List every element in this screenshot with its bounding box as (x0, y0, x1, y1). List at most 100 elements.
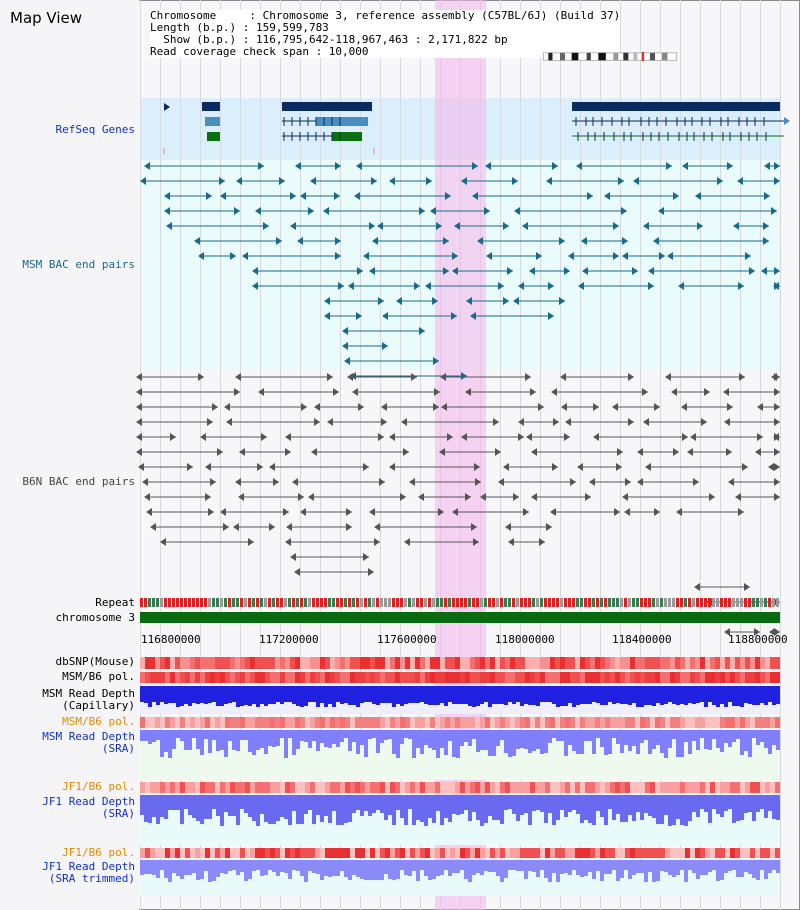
heatmap-cell (410, 717, 415, 728)
b6n-bac-pair-end (292, 478, 298, 486)
jf1-trimmed-depth-bar (520, 860, 524, 871)
msm-capillary-depth-bar (664, 686, 668, 704)
track-label-msm-depth-cap[interactable]: MSM Read Depth (42, 687, 135, 700)
track-label-refseq[interactable]: RefSeq Genes (55, 123, 135, 136)
heatmap-cell (535, 782, 540, 793)
jf1-trimmed-depth-bar (152, 860, 156, 875)
track-label-jf1-b6-pol-2[interactable]: JF1/B6 pol. (62, 846, 135, 859)
repeat-segment (492, 598, 495, 607)
heatmap-cell (700, 848, 705, 858)
repeat-segment (448, 598, 451, 607)
b6n-bac-pair-end (418, 493, 424, 501)
track-label-msm-b6-pol-2[interactable]: MSM/B6 pol. (62, 715, 135, 728)
msm-capillary-depth-bar (576, 686, 580, 705)
grid-line (720, 0, 721, 910)
heatmap-cell (350, 657, 355, 669)
b6n-bac-pair-end (551, 388, 557, 396)
msm-sra-depth-bar (728, 730, 732, 747)
jf1-trimmed-depth-bar (260, 860, 264, 876)
repeat-segment (152, 598, 155, 607)
b6n-bac-pair-end (285, 433, 291, 441)
heatmap-cell (345, 848, 350, 858)
repeat-segment (376, 598, 379, 607)
b6n-bac-pair-end (238, 493, 244, 501)
track-label-msm-b6-pol[interactable]: MSM/B6 pol. (62, 670, 135, 683)
heatmap-cell (680, 672, 685, 683)
track-label-dbsnp[interactable]: dbSNP(Mouse) (55, 655, 135, 668)
msm-bac-pair-end (436, 222, 442, 230)
jf1-sra-depth-bar (608, 795, 612, 809)
heatmap-cell (185, 782, 190, 793)
msm-bac-pair-end (472, 162, 478, 170)
heatmap-cell (485, 672, 490, 683)
heatmap-cell (255, 717, 260, 728)
track-label-b6n-bac[interactable]: B6N BAC end pairs (22, 475, 135, 488)
heatmap-cell (585, 717, 590, 728)
track-label-jf1-depth-trim[interactable]: JF1 Read Depth (42, 860, 135, 873)
heatmap-cell (620, 717, 625, 728)
heatmap-cell (715, 782, 720, 793)
jf1-trimmed-depth-bar (444, 860, 448, 870)
msm-sra-depth-bar (148, 730, 152, 744)
heatmap-cell (560, 672, 565, 683)
jf1-sra-depth-bar (300, 795, 304, 824)
heatmap-cell (220, 848, 225, 858)
track-label-jf1-b6-pol[interactable]: JF1/B6 pol. (62, 780, 135, 793)
jf1-sra-depth-bar (448, 795, 452, 822)
b6n-bac-pair-end (676, 508, 682, 516)
heatmap-cell (400, 848, 405, 858)
heatmap-cell (190, 672, 195, 683)
heatmap-cell (205, 717, 210, 728)
heatmap-cell (480, 848, 485, 858)
msm-sra-depth-bar (456, 730, 460, 758)
repeat-segment (516, 598, 519, 607)
msm-bac-pair-end (559, 237, 565, 245)
b6n-bac-pair-end (333, 388, 339, 396)
track-label-msm-bac[interactable]: MSM BAC end pairs (22, 258, 135, 271)
heatmap-cell (670, 717, 675, 728)
track-label-msm-depth-sra[interactable]: MSM Read Depth (42, 730, 135, 743)
msm-sra-depth-bar (336, 730, 340, 747)
heatmap-cell (725, 848, 730, 858)
repeat-segment (224, 598, 227, 607)
heatmap-cell (735, 848, 740, 858)
repeat-segment (156, 598, 159, 607)
msm-sra-depth-bar (596, 730, 600, 738)
jf1-sra-depth-bar (708, 795, 712, 823)
msm-sra-depth-bar (152, 730, 156, 742)
chromosome-ideogram[interactable] (530, 52, 690, 62)
msm-sra-depth-bar (432, 730, 436, 750)
msm-sra-depth-bar (724, 730, 728, 743)
jf1-sra-depth-bar (560, 795, 564, 810)
jf1-sra-depth-bar (576, 795, 580, 814)
jf1-trimmed-depth-bar (680, 860, 684, 870)
msm-capillary-depth-bar (404, 686, 408, 704)
b6n-bac-pair-end (346, 523, 352, 531)
b6n-bac-pair-end (374, 523, 380, 531)
heatmap-cell (330, 848, 335, 858)
msm-capillary-depth-bar (612, 686, 616, 704)
repeat-segment (720, 598, 723, 607)
msm-bac-pair-end (568, 252, 574, 260)
msm-bac-pair-end (466, 297, 472, 305)
heatmap-cell (255, 672, 260, 683)
msm-capillary-depth-bar (232, 686, 236, 702)
jf1-sra-depth-bar (216, 795, 220, 816)
heatmap-cell (255, 782, 260, 793)
heatmap-cell (270, 717, 275, 728)
track-label-jf1-depth[interactable]: JF1 Read Depth (42, 795, 135, 808)
msm-bac-pair-end (164, 192, 170, 200)
heatmap-cell (160, 717, 165, 728)
jf1-sra-depth-bar (600, 795, 604, 817)
heatmap-cell (390, 657, 395, 669)
heatmap-cell (575, 672, 580, 683)
jf1-trimmed-depth-bar (464, 860, 468, 879)
jf1-sra-depth-bar (192, 795, 196, 818)
heatmap-cell (565, 848, 570, 858)
jf1-trimmed-depth-bar (692, 860, 696, 873)
heatmap-cell (245, 782, 250, 793)
jf1-trimmed-depth-bar (764, 860, 768, 879)
b6n-bac-pair-end (774, 448, 780, 456)
heatmap-cell (455, 848, 460, 858)
